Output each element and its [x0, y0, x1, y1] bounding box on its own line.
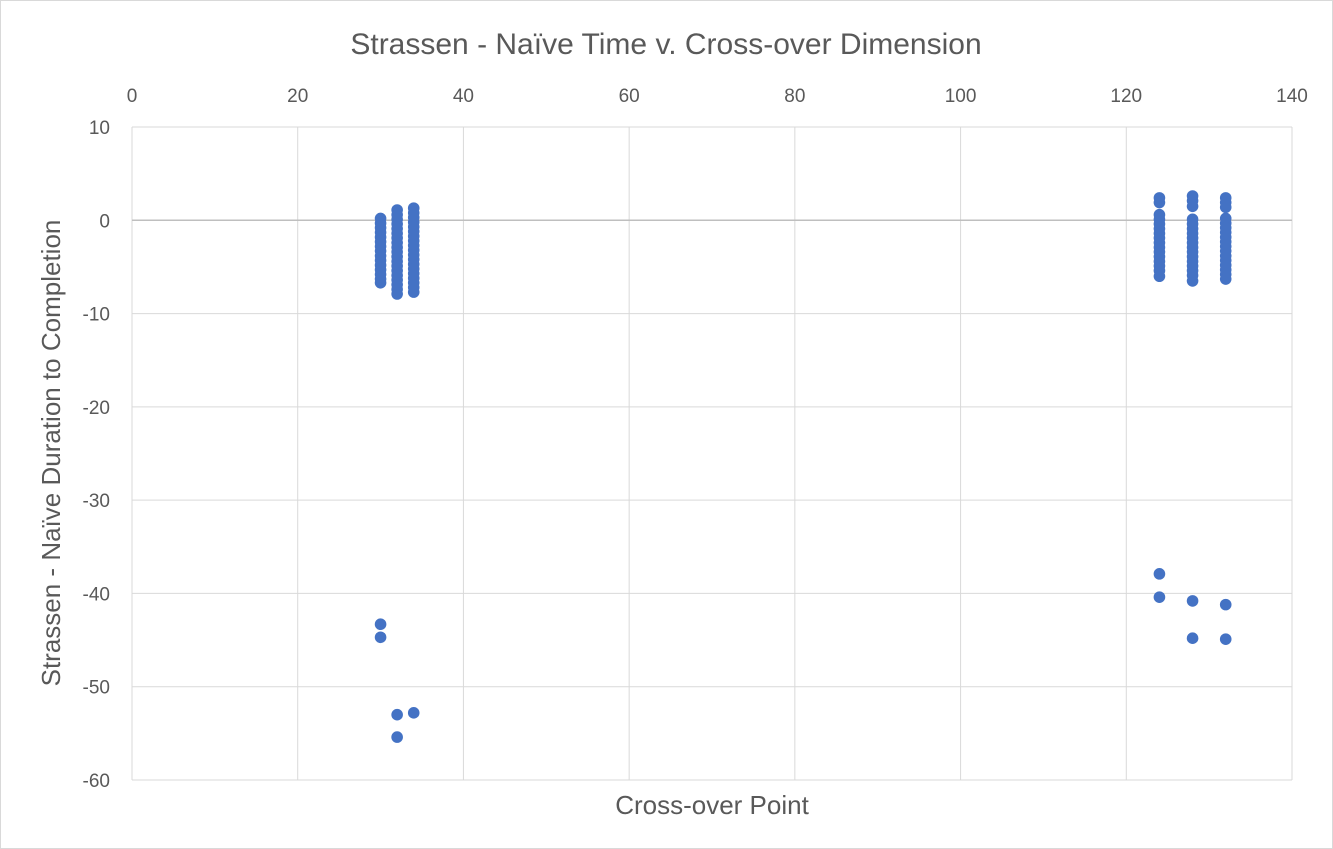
y-tick-label: -10 — [83, 305, 110, 326]
y-tick-label: -30 — [83, 491, 110, 512]
y-tick-label: -40 — [83, 584, 110, 605]
data-point — [407, 707, 420, 719]
data-point — [1153, 568, 1166, 580]
x-tick-label: 0 — [127, 86, 138, 107]
x-tick-label: 40 — [453, 86, 474, 107]
y-tick-label: 0 — [99, 211, 110, 232]
data-point — [374, 631, 387, 644]
y-tick-label: -50 — [83, 678, 110, 699]
chart-title: Strassen - Naïve Time v. Cross-over Dime… — [350, 28, 981, 61]
data-point — [374, 276, 387, 289]
data-point — [407, 286, 420, 298]
x-tick-label: 140 — [1276, 86, 1308, 107]
data-point — [1219, 273, 1232, 285]
y-tick-label: -60 — [83, 771, 110, 792]
data-point — [1219, 598, 1232, 611]
y-axis-title: Strassen - Naïve Duration to Completion — [36, 220, 66, 687]
data-point — [1186, 200, 1199, 213]
x-tick-label: 60 — [619, 86, 640, 107]
data-point — [1153, 196, 1166, 209]
data-point — [1219, 633, 1232, 645]
y-tick-label: 10 — [89, 118, 110, 139]
data-point — [374, 618, 387, 631]
data-point — [391, 731, 403, 743]
data-point — [1153, 270, 1166, 283]
x-tick-label: 120 — [1110, 86, 1142, 107]
x-tick-label: 80 — [784, 86, 805, 107]
data-point — [391, 708, 403, 721]
data-points — [374, 190, 1232, 743]
x-axis-title: Cross-over Point — [615, 790, 809, 820]
x-tick-label: 20 — [287, 86, 308, 107]
data-point — [1219, 201, 1232, 214]
data-point — [1153, 591, 1166, 603]
data-point — [1186, 632, 1199, 645]
data-point — [1186, 275, 1199, 287]
gridlines — [131, 126, 1293, 781]
x-tick-label: 100 — [945, 86, 977, 107]
y-tick-label: -20 — [83, 398, 110, 419]
data-point — [391, 288, 403, 300]
data-point — [1186, 595, 1199, 607]
